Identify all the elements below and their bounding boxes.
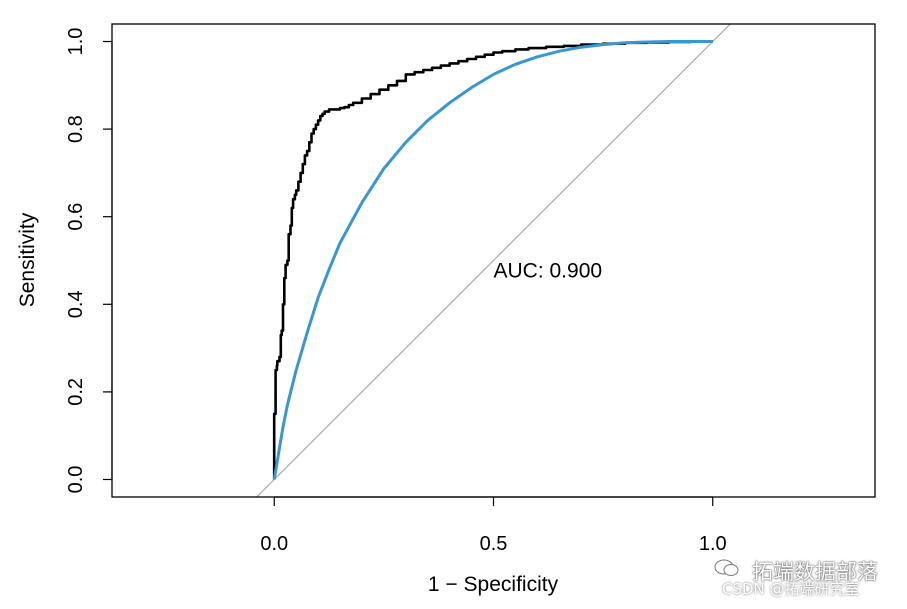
empirical-roc-line [272,40,713,480]
x-tick-label: 0.0 [260,533,288,555]
y-tick-label: 0.2 [65,378,87,406]
x-axis: 0.0 0.5 1.0 [260,496,727,555]
auc-annotation: AUC: 0.900 [494,259,603,282]
x-tick-label: 0.5 [480,533,508,555]
y-tick-label: 0.4 [65,290,87,318]
y-axis-label: Sensitivity [16,212,39,307]
y-axis: 0.0 0.2 0.4 0.6 0.8 1.0 [65,28,113,494]
watermark-main: 拓端数据部落 [752,560,878,584]
watermark-sub: CSDN @拓端研究室 [722,580,860,598]
y-tick-label: 0.6 [65,203,87,231]
plot-marks [256,24,731,497]
smoothed-roc-line [272,40,713,480]
x-tick-label: 1.0 [699,533,727,555]
y-tick-label: 0.0 [65,466,87,494]
y-tick-label: 0.8 [65,115,87,143]
diagonal-reference-line [256,24,731,497]
x-axis-label: 1 − Specificity [428,573,559,596]
y-tick-label: 1.0 [65,28,87,56]
wechat-icon [714,559,739,576]
